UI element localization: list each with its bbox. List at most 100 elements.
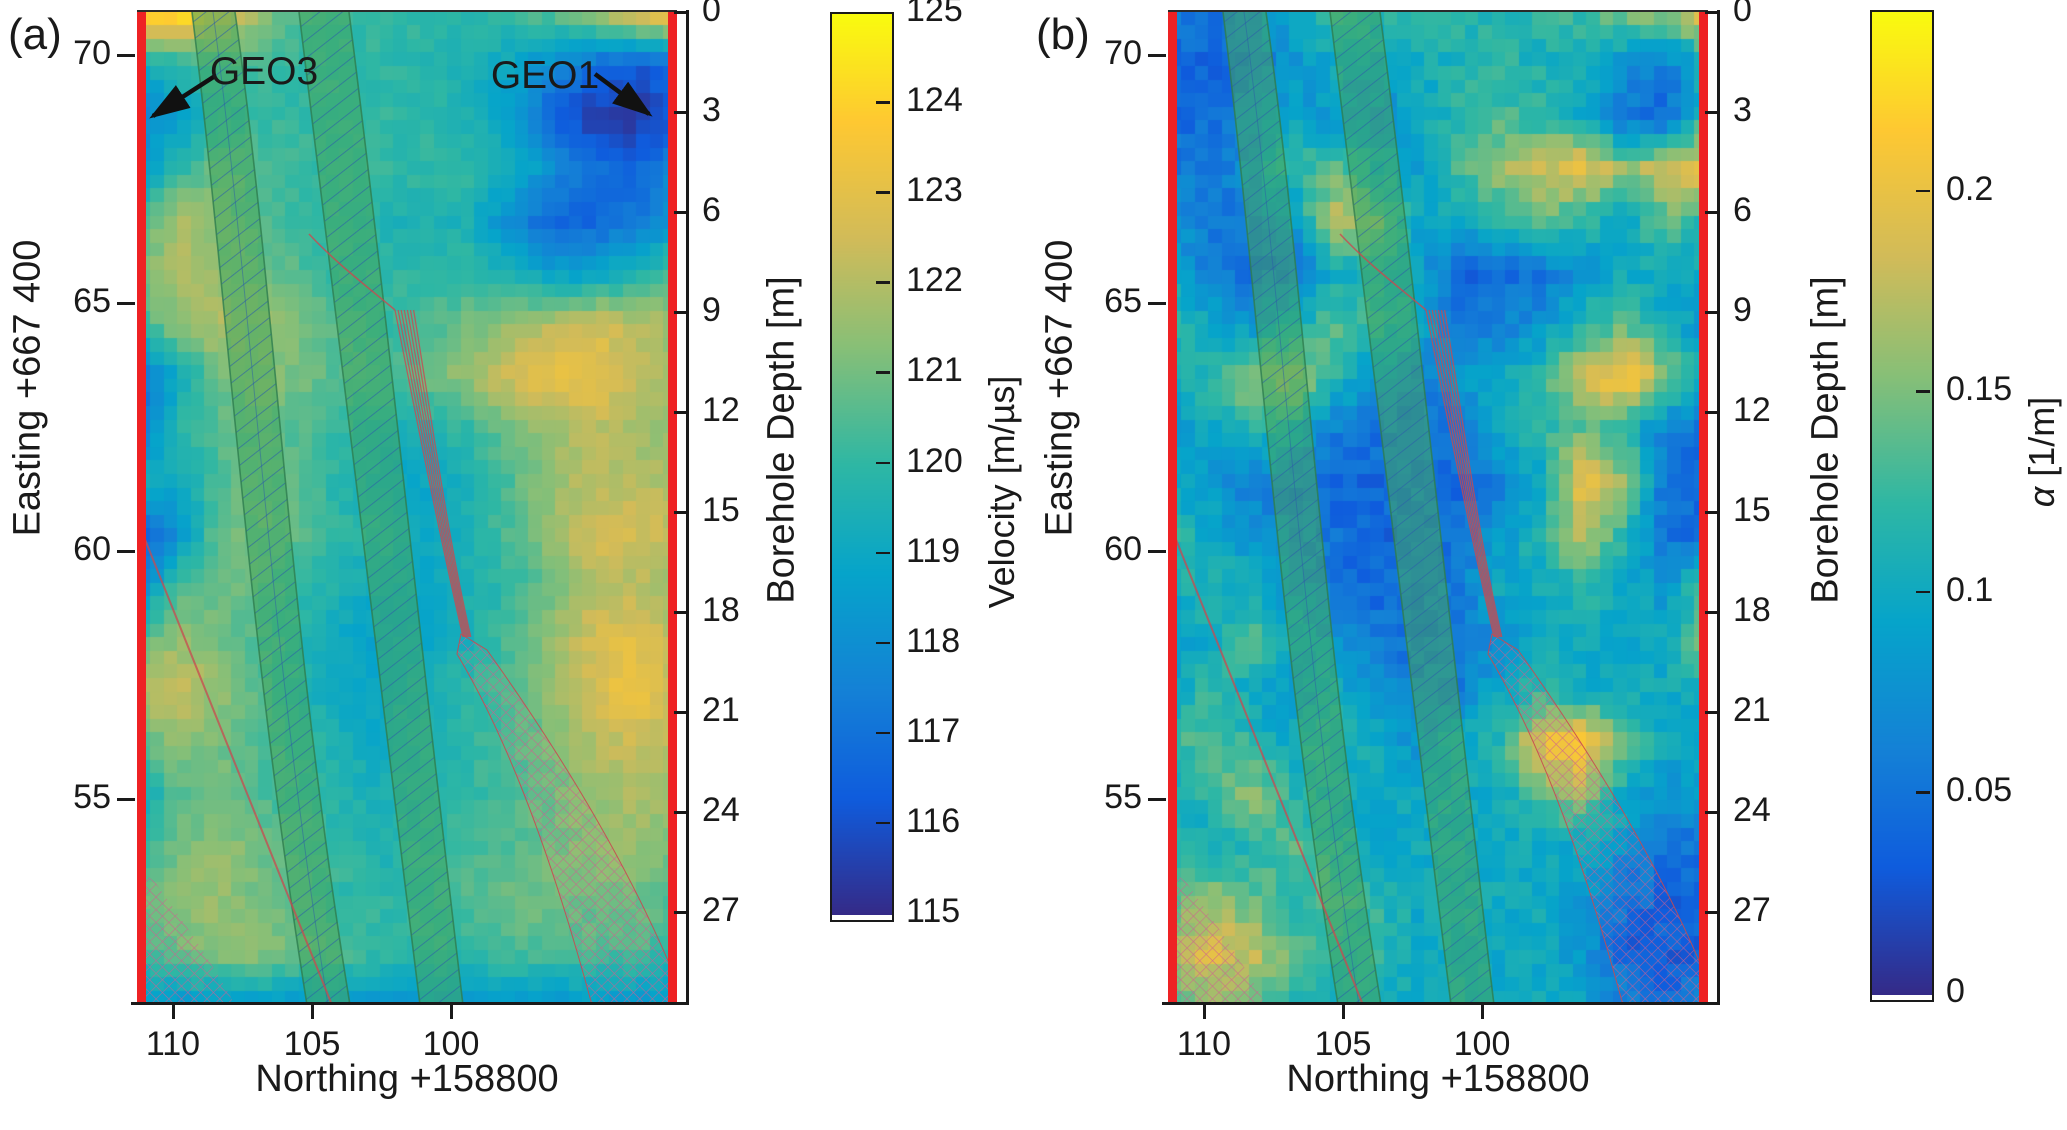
easting-tick (1148, 54, 1166, 57)
depth-axis-spine (686, 10, 689, 1005)
depth-tick (1705, 611, 1719, 614)
alpha-cb-tick-label: 0.05 (1946, 771, 2013, 810)
depth-tick-label: 18 (702, 591, 740, 630)
depth-tick (1705, 111, 1719, 114)
depth-tick-label: 12 (702, 391, 740, 430)
northing-tick-label: 110 (145, 1025, 201, 1063)
depth-tick (1705, 11, 1719, 14)
northing-tick (1342, 1003, 1345, 1019)
alpha-cb-tick-label: 0.15 (1946, 370, 2013, 409)
depth-tick-label: 15 (1733, 491, 1771, 530)
easting-tick-label: 70 (1104, 34, 1142, 72)
panel-b-tag: (b) (1036, 10, 1090, 59)
northing-tick (1203, 1003, 1206, 1019)
depth-tick-label: 18 (1733, 591, 1771, 630)
depth-tick (674, 911, 688, 914)
velocity-colorbar (830, 12, 894, 922)
borehole-label-geo3: GEO3 (209, 50, 319, 93)
depth-tick-label: 21 (702, 691, 740, 730)
depth-tick (674, 111, 688, 114)
easting-tick-label: 60 (1104, 530, 1142, 568)
panel-b-overlay (1168, 12, 1708, 1005)
depth-tick-label: 24 (1733, 791, 1771, 830)
depth-tick (674, 511, 688, 514)
depth-tick-label: 27 (1733, 891, 1771, 930)
northing-axis-label-a: Northing +158800 (255, 1058, 559, 1100)
depth-tick-label: 3 (1733, 91, 1752, 130)
alpha-cb-tick-label: 0.2 (1946, 169, 1994, 208)
velocity-cb-tick-label: 117 (906, 711, 961, 750)
velocity-cb-tick (876, 371, 890, 374)
depth-tick (674, 711, 688, 714)
alpha-cb-tick (1916, 590, 1930, 594)
depth-tick-label: 3 (702, 91, 721, 130)
alpha-cb-tick-label: 0 (1946, 972, 1965, 1010)
depth-axis-spine (1717, 10, 1720, 1005)
velocity-cb-tick-label: 124 (906, 81, 963, 120)
bottom-axis-spine (131, 1002, 688, 1005)
velocity-cb-tick-label: 122 (906, 261, 963, 300)
velocity-cb-tick (876, 641, 890, 645)
depth-tick (1705, 811, 1719, 814)
depth-tick-label: 24 (702, 791, 740, 830)
depth-tick (674, 811, 688, 814)
easting-tick-label: 55 (1104, 778, 1142, 816)
bottom-axis-spine (1162, 1002, 1719, 1005)
alpha-cb-tick (1916, 791, 1930, 794)
depth-tick (674, 611, 688, 614)
velocity-cb-tick (876, 461, 890, 464)
depth-tick (1705, 411, 1719, 414)
easting-tick (1148, 550, 1166, 553)
depth-tick (1705, 311, 1719, 314)
depth-tick-label: 21 (1733, 691, 1771, 730)
easting-tick (117, 302, 135, 305)
depth-tick (674, 211, 688, 214)
easting-tick-label: 70 (73, 34, 111, 72)
northing-tick (450, 1003, 453, 1019)
northing-tick (172, 1003, 175, 1019)
velocity-cb-tick (876, 101, 890, 104)
velocity-tomogram-panel: GEO3 GEO1 (137, 10, 677, 1005)
panel-a-overlay (137, 12, 677, 1005)
alpha-cb-tick-label: 0.1 (1946, 570, 1994, 609)
velocity-cb-tick (876, 731, 890, 735)
easting-tick-label: 55 (73, 778, 111, 816)
borehole-label-geo1: GEO1 (490, 54, 600, 97)
depth-tick (1705, 511, 1719, 514)
northing-tick (1481, 1003, 1484, 1019)
depth-tick (1705, 911, 1719, 914)
depth-tick (1705, 211, 1719, 214)
velocity-cb-tick (876, 281, 890, 284)
depth-tick-label: 9 (1733, 291, 1752, 330)
velocity-cb-tick-label: 115 (906, 892, 961, 930)
depth-tick-label: 6 (702, 191, 721, 230)
depth-tick-label: 9 (702, 291, 721, 330)
depth-tick-label: 0 (1733, 0, 1752, 29)
panel-a-tag: (a) (8, 10, 62, 59)
easting-tick (117, 798, 135, 801)
northing-tick (311, 1003, 314, 1019)
northing-axis-label-b: Northing +158800 (1286, 1058, 1590, 1100)
depth-tick (674, 11, 688, 14)
northing-tick-label: 105 (1314, 1025, 1372, 1063)
velocity-cb-tick-label: 118 (906, 621, 961, 660)
velocity-cb-tick (876, 191, 890, 194)
velocity-cb-tick-label: 119 (906, 531, 961, 570)
depth-tick (674, 411, 688, 414)
depth-tick-label: 12 (1733, 391, 1771, 430)
alpha-cb-tick (1916, 189, 1930, 193)
velocity-cb-tick (876, 551, 890, 555)
velocity-cb-tick-label: 125 (906, 0, 963, 29)
velocity-cb-tick-label: 116 (906, 801, 961, 840)
depth-tick (1705, 711, 1719, 714)
velocity-cb-tick-label: 121 (906, 351, 963, 390)
velocity-cb-tick (876, 821, 890, 825)
depth-tick-label: 15 (702, 491, 740, 530)
alpha-cb-tick (1916, 390, 1930, 393)
easting-tick (1148, 302, 1166, 305)
alpha-tomogram-panel (1168, 10, 1708, 1005)
easting-tick-label: 65 (73, 282, 111, 320)
easting-tick-label: 60 (73, 530, 111, 568)
depth-tick-label: 6 (1733, 191, 1752, 230)
